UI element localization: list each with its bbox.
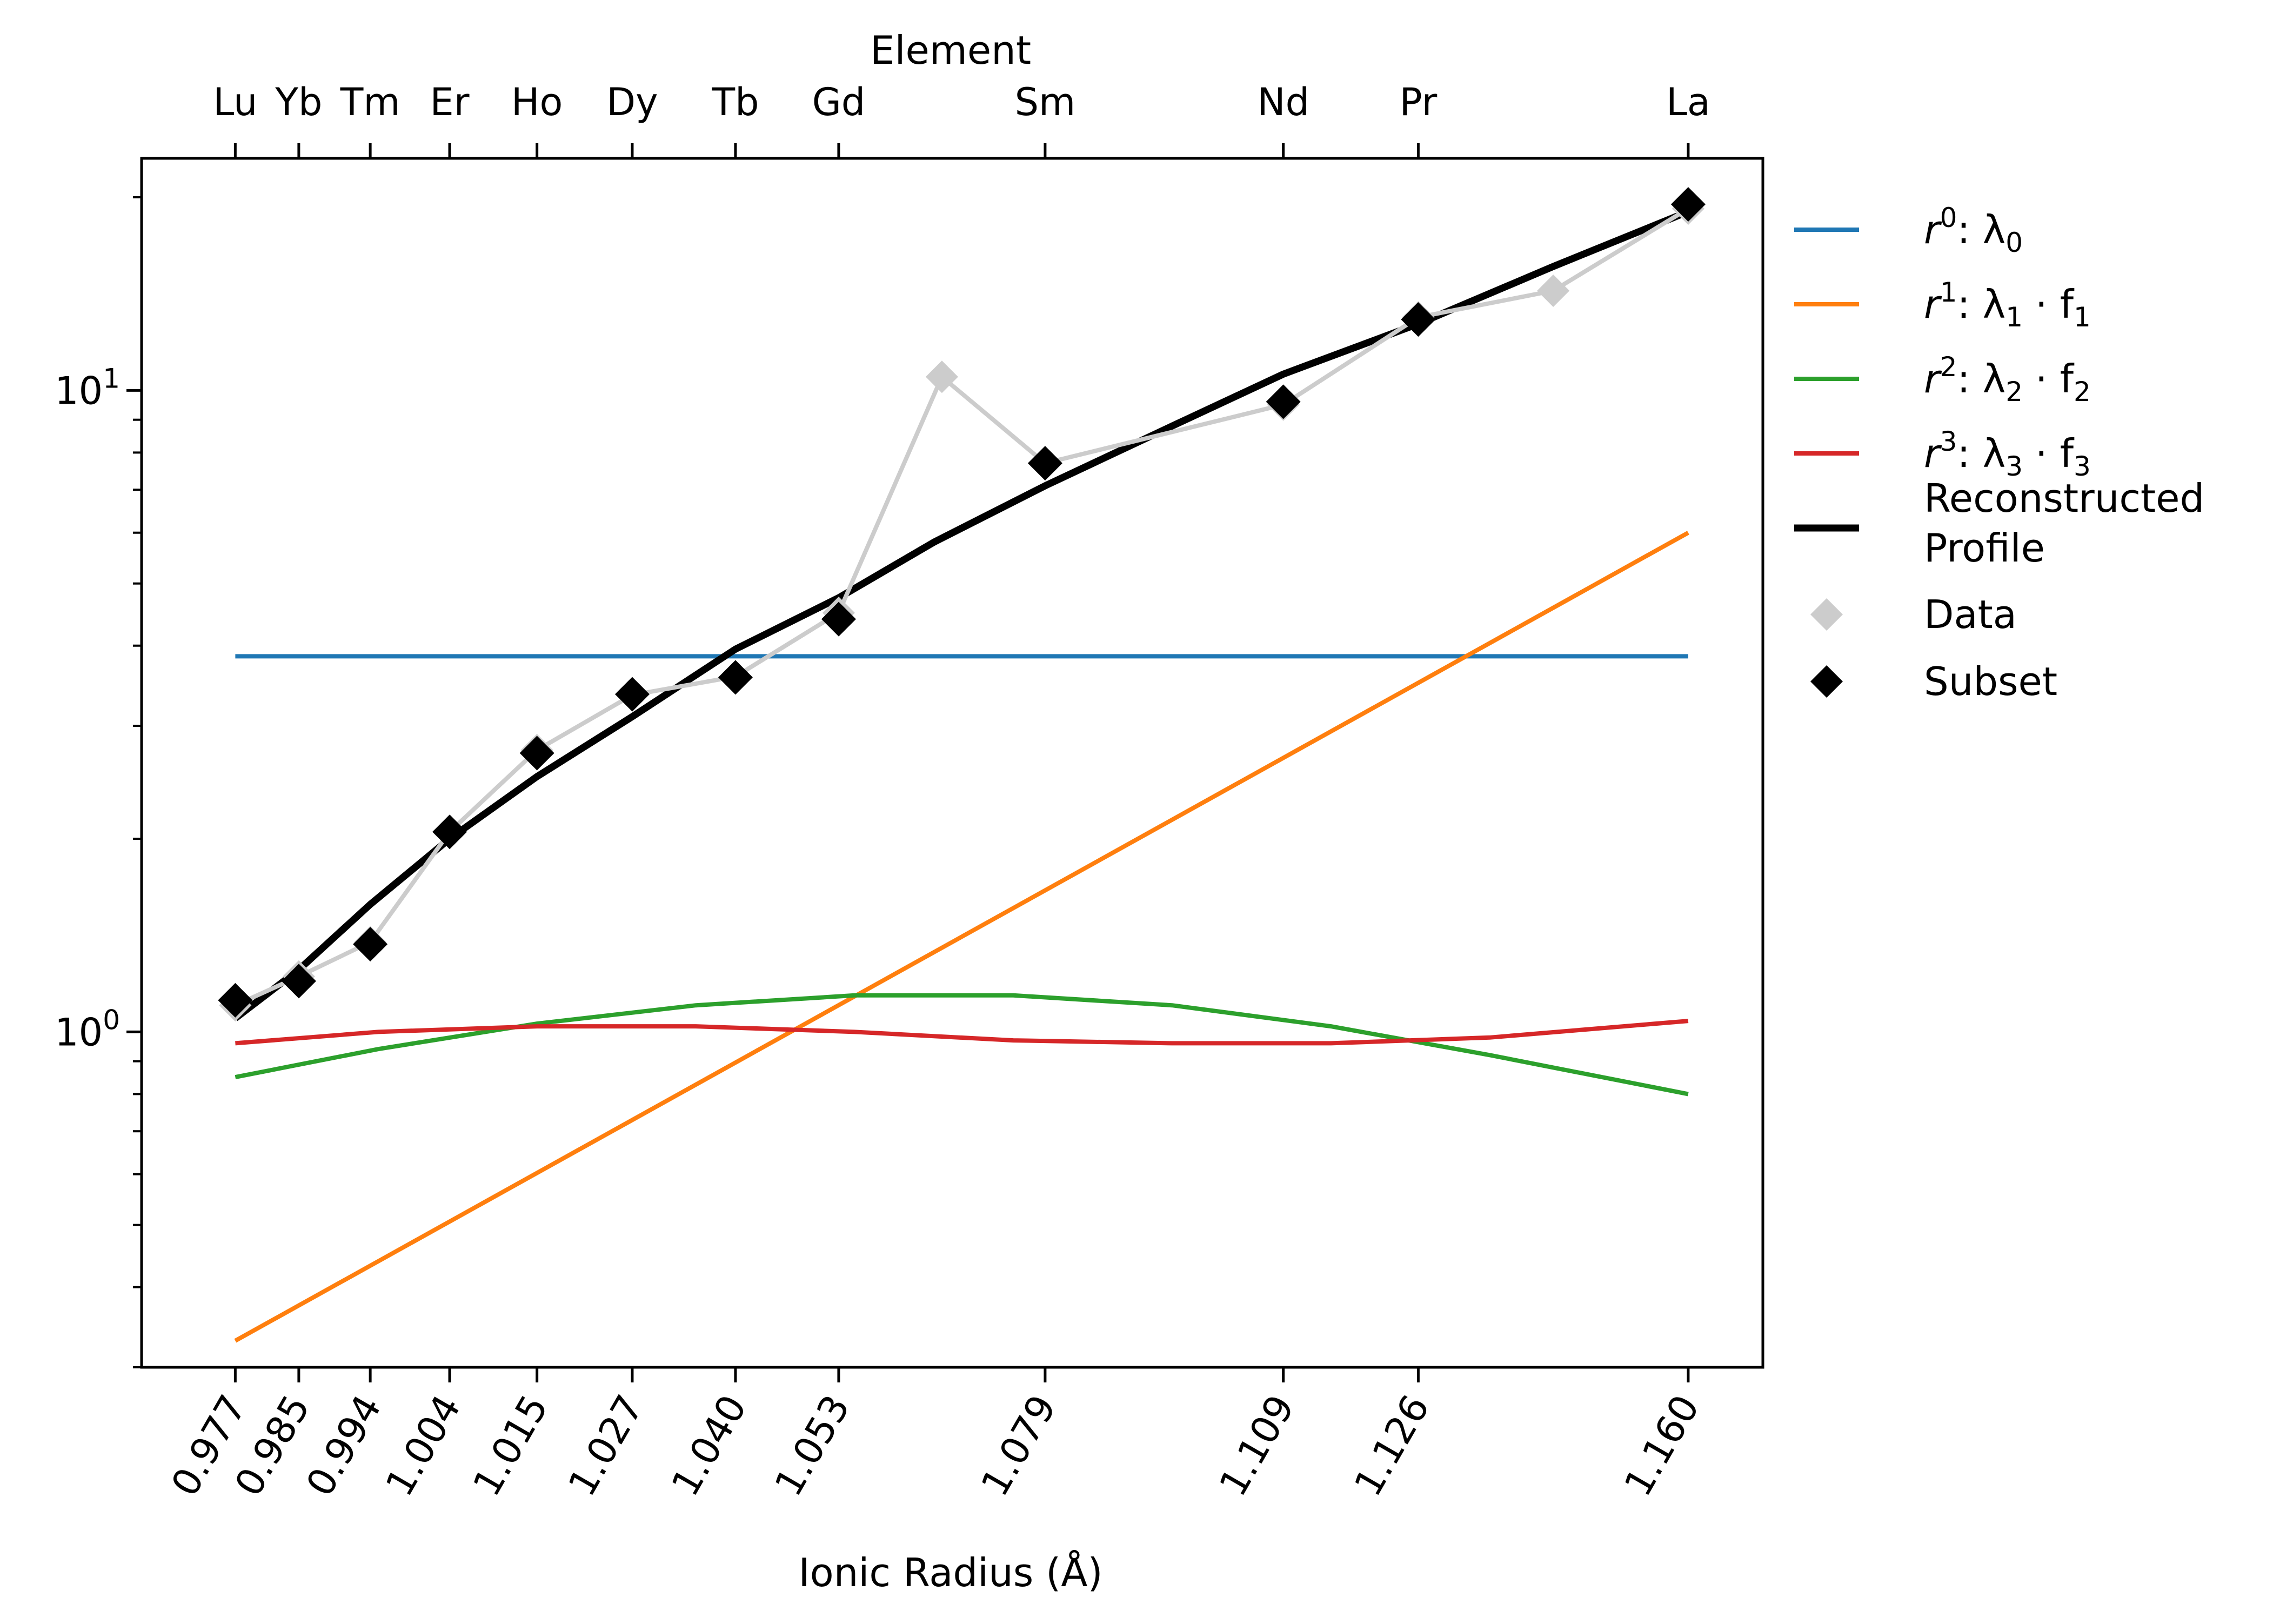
legend-lambda: : λ <box>1957 207 2005 252</box>
legend-label: Reconstructed <box>1924 476 2204 521</box>
legend-label: r3: λ3 · f3 <box>1924 426 2091 482</box>
subset-point <box>1266 384 1301 419</box>
top-tick-label: Yb <box>275 80 322 124</box>
legend-label: r1: λ1 · f1 <box>1924 277 2091 333</box>
legend-tail-sub: 2 <box>2074 376 2091 407</box>
legend-sub: 0 <box>2005 227 2023 258</box>
top-tick-label: Sm <box>1015 80 1076 124</box>
subset-point <box>1027 446 1062 481</box>
x-tick-label: 1.004 <box>377 1388 470 1504</box>
top-tick-label: Er <box>430 80 470 124</box>
subset-point <box>1670 187 1706 222</box>
series-1-line <box>234 531 1689 1343</box>
legend-label: Subset <box>1924 659 2057 704</box>
subset-point <box>519 736 554 771</box>
x-tick-label: 1.109 <box>1211 1388 1303 1504</box>
series-2-line <box>235 993 1689 1097</box>
subset-point <box>432 814 467 850</box>
series-layer <box>219 192 1704 1343</box>
x-tick-label: 1.027 <box>559 1388 652 1504</box>
legend-lambda: : λ <box>1957 356 2005 402</box>
top-tick-label: Nd <box>1257 80 1309 124</box>
top-tick-label: Dy <box>606 80 658 124</box>
series-4-line <box>233 208 1690 1021</box>
legend-sup: 2 <box>1940 351 1957 383</box>
y-tick-base: 10 <box>55 369 103 413</box>
legend-var: r <box>1924 356 1942 402</box>
legend-sup: 1 <box>1940 277 1957 308</box>
legend-label-line2: Profile <box>1924 525 2045 571</box>
legend-tail: · f <box>2023 356 2075 402</box>
legend-tail-sub: 1 <box>2074 302 2091 333</box>
x-tick-label: 1.126 <box>1346 1388 1438 1504</box>
x-tick-label: 1.015 <box>464 1388 557 1504</box>
top-tick-label: Pr <box>1400 80 1438 124</box>
legend-marker <box>1810 598 1843 631</box>
subset-point <box>353 927 388 962</box>
plot-frame <box>140 157 1764 1369</box>
x-tick-label: 1.053 <box>766 1388 858 1504</box>
series-5-line <box>234 206 1689 1007</box>
legend-label: r0: λ0 <box>1924 202 2023 258</box>
legend-lambda: : λ <box>1957 282 2005 327</box>
top-tick-label: Tm <box>340 80 400 124</box>
subset-point <box>718 660 753 695</box>
legend-label: r2: λ2 · f2 <box>1924 351 2091 407</box>
subset-point <box>614 677 650 712</box>
x-tick-label: 0.994 <box>298 1388 390 1504</box>
subset-point <box>821 602 856 637</box>
top-tick-label: Lu <box>213 80 257 124</box>
legend-tail: · f <box>2023 282 2075 327</box>
top-axis-title: Element <box>870 28 1031 73</box>
legend-label: Data <box>1924 592 2017 637</box>
legend-var: r <box>1924 431 1942 476</box>
markers-layer <box>218 187 1706 1018</box>
data-point <box>925 360 958 393</box>
legend-sub: 2 <box>2005 376 2023 407</box>
x-tick-label: 1.040 <box>663 1388 755 1504</box>
legend-sup: 0 <box>1940 202 1957 233</box>
data-point <box>1537 274 1570 307</box>
top-tick-label: Gd <box>812 80 866 124</box>
y-tick-label: 100 <box>55 1004 120 1054</box>
legend-sub: 3 <box>2005 451 2023 482</box>
legend-tail-sub: 3 <box>2074 451 2091 482</box>
top-tick-label: Ho <box>511 80 563 124</box>
subset-point <box>1401 302 1436 337</box>
legend-marker <box>1810 665 1843 698</box>
legend-var: r <box>1924 207 1942 252</box>
legend-tail: · f <box>2023 431 2075 476</box>
legend-sup: 3 <box>1940 426 1957 457</box>
x-tick-label: 1.079 <box>972 1388 1065 1504</box>
x-axis-title: Ionic Radius (Å) <box>798 1550 1102 1595</box>
y-tick-exponent: 1 <box>103 363 120 394</box>
top-tick-label: Tb <box>711 80 759 124</box>
x-tick-label: 1.160 <box>1615 1388 1708 1504</box>
y-tick-base: 10 <box>55 1010 103 1054</box>
series-3-line <box>235 1019 1689 1046</box>
subset-point <box>218 983 253 1018</box>
y-tick-exponent: 0 <box>103 1004 120 1035</box>
top-tick-label: La <box>1666 80 1710 124</box>
legend-var: r <box>1924 282 1942 327</box>
subset-point <box>281 964 316 999</box>
legend-lambda: : λ <box>1957 431 2005 476</box>
legend-sub: 1 <box>2005 302 2023 333</box>
y-tick-label: 101 <box>55 363 120 413</box>
